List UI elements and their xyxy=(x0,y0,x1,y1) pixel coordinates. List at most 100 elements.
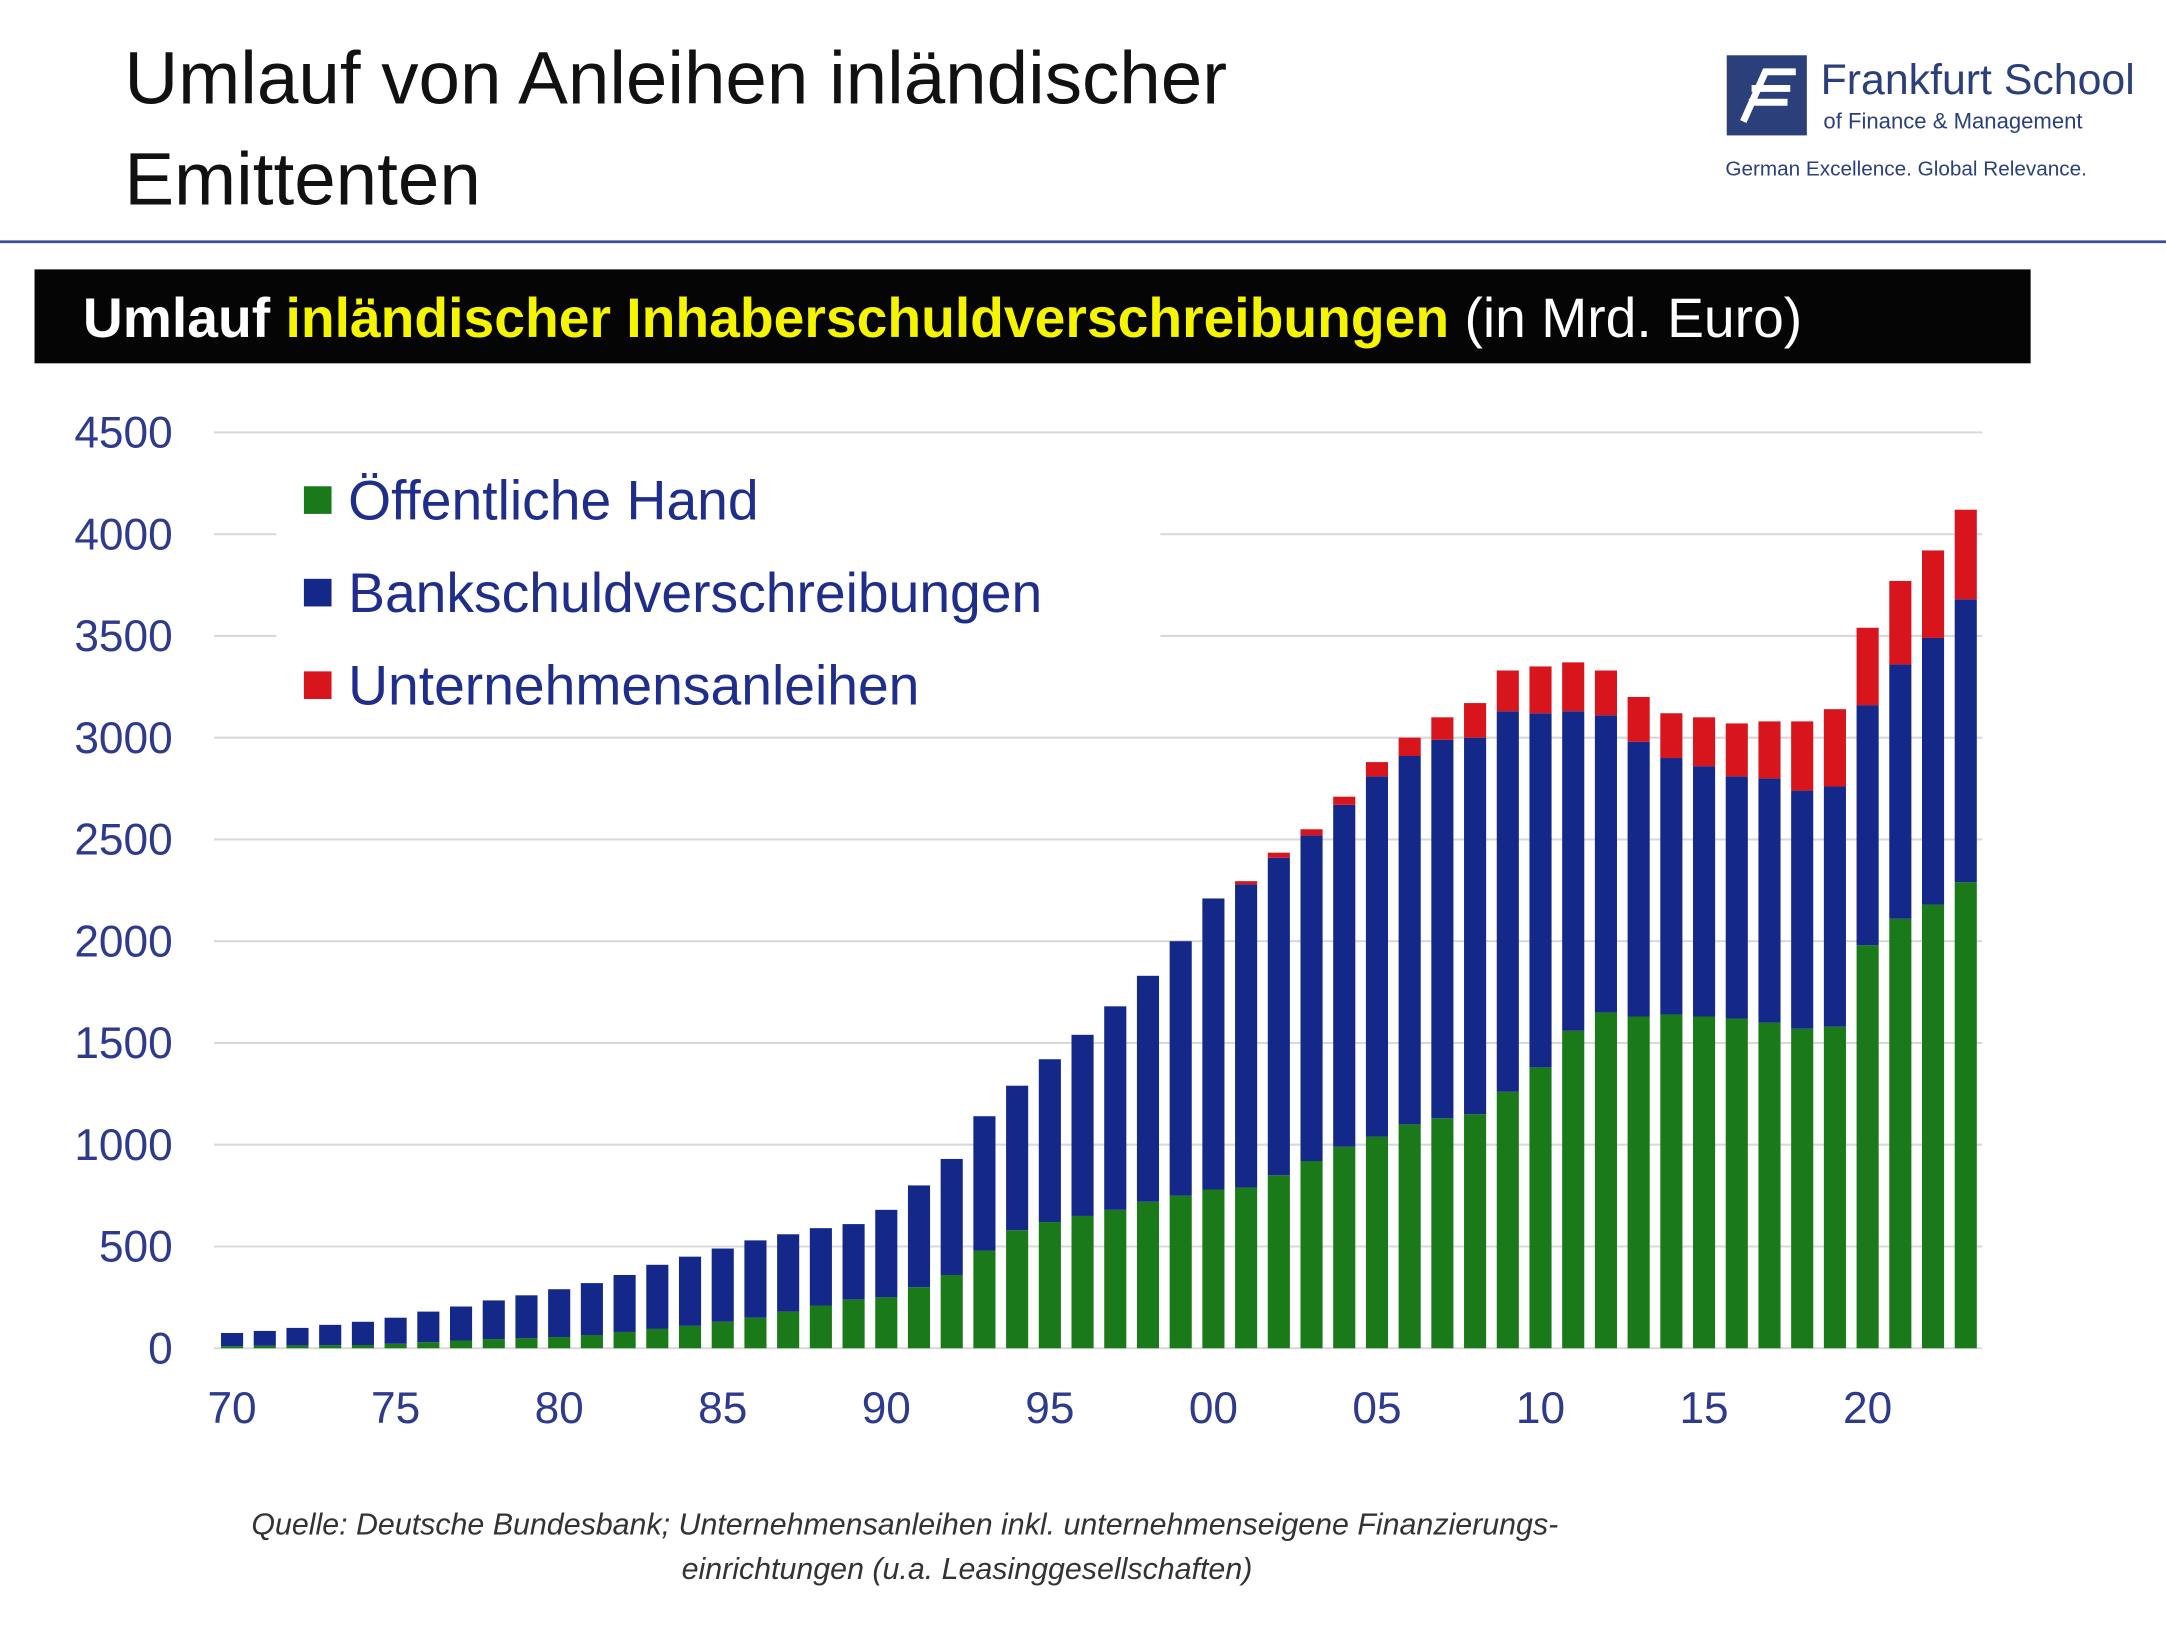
x-tick-label: 95 xyxy=(1025,1384,1074,1433)
bar-segment xyxy=(1464,1114,1487,1349)
x-tick-label: 85 xyxy=(698,1384,747,1433)
legend-background xyxy=(276,455,1161,733)
bar-segment xyxy=(1267,1175,1290,1349)
bar-segment xyxy=(319,1324,342,1346)
bar-segment xyxy=(417,1311,440,1343)
logo-subtitle: of Finance & Management xyxy=(1823,108,2082,133)
bar-segment xyxy=(777,1234,800,1312)
bar-segment xyxy=(1856,945,1879,1349)
bar-segment xyxy=(711,1321,734,1349)
bar-segment xyxy=(580,1283,603,1336)
logo-mark xyxy=(1740,68,1796,123)
legend-label: Bankschuldverschreibungen xyxy=(348,562,1042,624)
x-tick-label: 70 xyxy=(207,1384,256,1433)
bar-segment xyxy=(1791,790,1814,1029)
bar-segment xyxy=(1431,739,1454,1119)
legend-label: Öffentliche Hand xyxy=(348,469,759,531)
x-tick-label: 90 xyxy=(862,1384,911,1433)
legend-swatch xyxy=(303,671,332,699)
bar-segment xyxy=(1693,1016,1716,1349)
bar-segment xyxy=(1823,709,1846,787)
bar-segment xyxy=(940,1158,963,1275)
bar-segment xyxy=(1496,670,1519,712)
x-tick-label: 15 xyxy=(1679,1384,1728,1433)
y-tick-label: 500 xyxy=(99,1223,173,1272)
bar-segment xyxy=(1006,1085,1029,1231)
logo-name: Frankfurt School xyxy=(1821,56,2135,104)
bar-segment xyxy=(1954,882,1977,1349)
logo-icon xyxy=(1726,55,1807,136)
x-tick-label: 05 xyxy=(1352,1384,1401,1433)
bar-segment xyxy=(1889,664,1912,919)
bar-segment xyxy=(1529,1067,1552,1349)
bar-segment xyxy=(1267,857,1290,1176)
bar-segment xyxy=(286,1345,309,1349)
bar-segment xyxy=(1169,941,1192,1196)
bar-segment xyxy=(1235,881,1258,885)
bar-segment xyxy=(1594,670,1617,716)
bar-segment xyxy=(1333,1146,1356,1349)
bar-segment xyxy=(1921,904,1945,1349)
bar-segment xyxy=(1136,975,1160,1202)
bar-segment xyxy=(1169,1195,1192,1349)
bar-segment xyxy=(744,1240,767,1318)
bar-segment xyxy=(1660,1014,1683,1349)
bar-segment xyxy=(1627,696,1650,742)
bar-segment xyxy=(678,1325,702,1349)
bar-segment xyxy=(515,1338,538,1349)
bar-segment xyxy=(1267,852,1290,858)
bar-segment xyxy=(1365,776,1389,1137)
bar-segment xyxy=(482,1339,505,1349)
bar-segment xyxy=(1660,758,1683,1015)
chart-title-part: Umlauf xyxy=(83,287,271,349)
bar-segment xyxy=(319,1345,342,1349)
bar-segment xyxy=(613,1274,636,1332)
bar-segment xyxy=(1594,1012,1617,1349)
bar-segment xyxy=(1562,1030,1585,1349)
bar-segment xyxy=(1693,766,1716,1017)
bar-segment xyxy=(809,1228,832,1306)
bar-segment xyxy=(384,1317,407,1344)
bar-segment xyxy=(907,1185,931,1288)
bar-segment xyxy=(1398,1124,1421,1349)
y-tick-label: 3500 xyxy=(74,612,172,661)
bar-segment xyxy=(875,1209,898,1298)
y-tick-label: 2500 xyxy=(74,816,172,865)
bar-segment xyxy=(1758,778,1781,1023)
chart-title: Umlauf inländischer Inhaberschuldverschr… xyxy=(83,287,1802,349)
slide-title: Emittenten xyxy=(124,136,481,220)
bar-segment xyxy=(1006,1230,1029,1349)
bar-segment xyxy=(253,1330,276,1346)
x-tick-label: 80 xyxy=(535,1384,584,1433)
x-tick-label: 20 xyxy=(1843,1384,1892,1433)
bar-segment xyxy=(351,1321,374,1345)
bar-segment xyxy=(1823,1026,1846,1349)
bar-segment xyxy=(973,1250,996,1349)
bar-segment xyxy=(548,1289,571,1338)
bar-segment xyxy=(1496,711,1519,1092)
bar-segment xyxy=(1660,713,1683,759)
bar-segment xyxy=(678,1256,702,1326)
bar-segment xyxy=(1300,1161,1323,1349)
bar-segment xyxy=(940,1274,963,1349)
bar-segment xyxy=(1071,1034,1094,1216)
bar-segment xyxy=(875,1297,898,1349)
bar-segment xyxy=(1104,1209,1127,1349)
bar-segment xyxy=(1431,1118,1454,1349)
y-tick-label: 3000 xyxy=(74,714,172,763)
bar-segment xyxy=(1791,1028,1814,1349)
bar-segment xyxy=(449,1340,473,1349)
bar-segment xyxy=(1038,1059,1061,1223)
legend-label: Unternehmensanleihen xyxy=(348,655,919,717)
source-note: Quelle: Deutsche Bundesbank; Unternehmen… xyxy=(251,1508,1558,1542)
x-tick-label: 00 xyxy=(1189,1384,1238,1433)
bar-segment xyxy=(548,1337,571,1349)
chart-title-box xyxy=(34,269,2031,364)
bar-segment xyxy=(1300,829,1323,836)
logo-tagline: German Excellence. Global Relevance. xyxy=(1725,157,2087,180)
y-tick-label: 1500 xyxy=(74,1019,172,1068)
bar-segment xyxy=(1725,723,1748,777)
bar-segment xyxy=(613,1331,636,1349)
chart-title-part: (in Mrd. Euro) xyxy=(1464,287,1802,349)
